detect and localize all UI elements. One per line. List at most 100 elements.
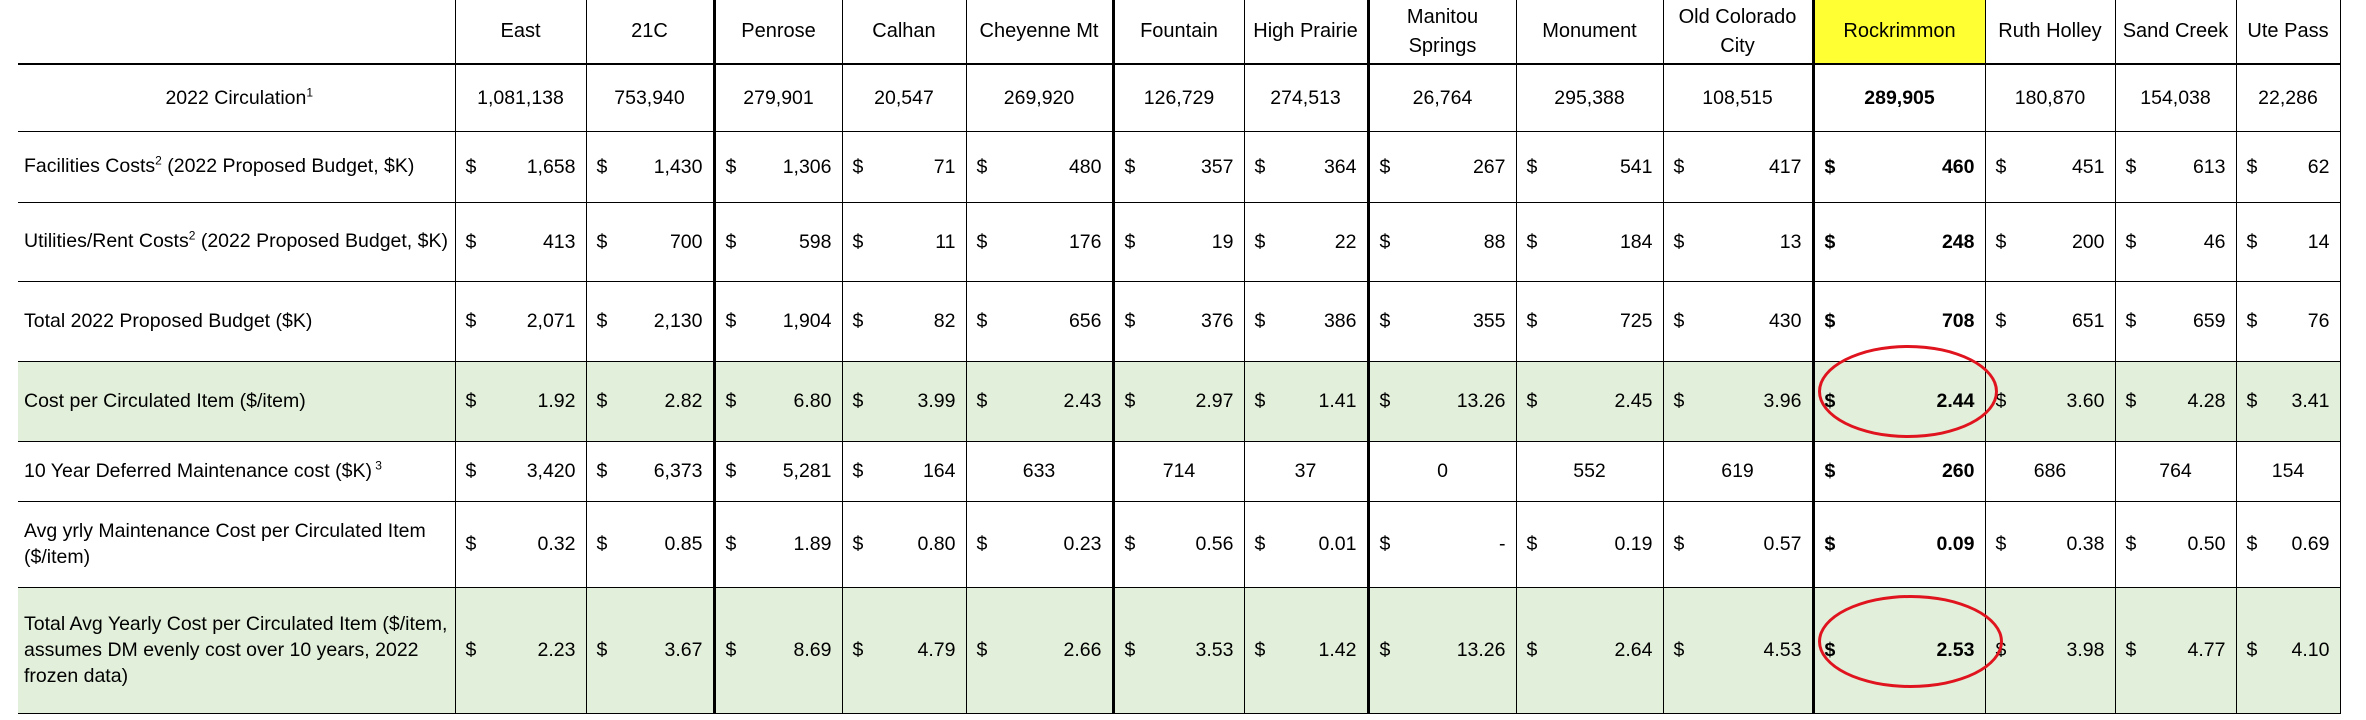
table-cell: $0.32 (454, 501, 586, 588)
cell-value: 541 (1619, 155, 1653, 178)
cell-value: 552 (1573, 459, 1606, 482)
cell-value: 2.45 (1614, 389, 1653, 412)
branch-header-highlighted: Rockrimmon (1811, 0, 1985, 65)
cell-value: 460 (1941, 155, 1975, 178)
table-cell: 633 (965, 441, 1113, 502)
table-cell: $2.64 (1515, 587, 1663, 714)
currency-symbol: $ (596, 638, 608, 661)
table-cell: $184 (1515, 202, 1663, 282)
currency-symbol: $ (1124, 638, 1136, 661)
branch-header: Calhan (841, 0, 966, 65)
table-cell: 295,388 (1515, 64, 1663, 132)
cell-value: 260 (1941, 459, 1975, 482)
cell-value: 3.96 (1763, 389, 1802, 412)
currency-symbol: $ (976, 638, 988, 661)
table-cell: $0.01 (1243, 501, 1368, 588)
cell-value: 0.09 (1936, 532, 1975, 555)
currency-symbol: $ (1673, 230, 1685, 253)
cell-value: 1,430 (653, 155, 703, 178)
currency-symbol: $ (465, 309, 477, 332)
table-cell: $460 (1811, 131, 1985, 203)
currency-symbol: $ (1673, 309, 1685, 332)
cell-value: 430 (1768, 309, 1802, 332)
table-row: Facilities Costs2 (2022 Proposed Budget,… (18, 131, 2341, 203)
footnote-marker: 1 (306, 85, 314, 100)
cell-value: 82 (933, 309, 956, 332)
currency-symbol: $ (976, 532, 988, 555)
row-label: Avg yrly Maintenance Cost per Circulated… (18, 501, 455, 588)
table-cell: 279,901 (712, 64, 842, 132)
cell-value: 267 (1472, 155, 1506, 178)
table-cell: 269,920 (965, 64, 1113, 132)
currency-symbol: $ (1379, 638, 1391, 661)
currency-symbol: $ (596, 155, 608, 178)
branch-header: East (454, 0, 586, 65)
table-cell: $0.09 (1811, 501, 1985, 588)
table-cell: $2.23 (454, 587, 586, 714)
table-cell: 154 (2235, 441, 2341, 502)
cell-value: 3,420 (526, 459, 576, 482)
cell-value: 4.53 (1763, 638, 1802, 661)
currency-symbol: $ (596, 309, 608, 332)
cell-value: 725 (1619, 309, 1653, 332)
currency-symbol: $ (1824, 389, 1836, 412)
cell-value: 1,904 (782, 309, 832, 332)
cell-value: 1.89 (793, 532, 832, 555)
cell-value: 0.32 (537, 532, 576, 555)
table-cell: $1.89 (712, 501, 842, 588)
cell-value: 37 (1294, 459, 1317, 482)
table-cell: 154,038 (2114, 64, 2236, 132)
table-cell: $5,281 (712, 441, 842, 502)
cell-value: 13.26 (1456, 638, 1506, 661)
currency-symbol: $ (2246, 309, 2258, 332)
currency-symbol: $ (1526, 155, 1538, 178)
branch-cost-table: East 21C Penrose Calhan Cheyenne Mt Foun… (18, 0, 2341, 714)
footnote-marker: 3 (371, 458, 382, 473)
row-label-text: Utilities/Rent Costs (24, 230, 189, 253)
currency-symbol: $ (1673, 532, 1685, 555)
currency-symbol: $ (1526, 389, 1538, 412)
currency-symbol: $ (976, 230, 988, 253)
table-cell: $4.77 (2114, 587, 2236, 714)
table-cell: $357 (1111, 131, 1244, 203)
currency-symbol: $ (465, 155, 477, 178)
cell-value: 126,729 (1143, 86, 1215, 109)
currency-symbol: $ (1995, 230, 2007, 253)
table-cell: $8.69 (712, 587, 842, 714)
cell-value: 289,905 (1864, 86, 1935, 109)
table-cell: $413 (454, 202, 586, 282)
table-cell: $71 (841, 131, 966, 203)
cell-value: 3.67 (664, 638, 703, 661)
table-row: Total Avg Yearly Cost per Circulated Ite… (18, 587, 2341, 714)
table-cell: $2.45 (1515, 361, 1663, 442)
cell-value: 279,901 (743, 86, 814, 109)
table-cell: $46 (2114, 202, 2236, 282)
currency-symbol: $ (1254, 638, 1266, 661)
currency-symbol: $ (1824, 230, 1836, 253)
cell-value: 708 (1941, 309, 1975, 332)
branch-header: Manitou Springs (1366, 0, 1516, 65)
currency-symbol: $ (596, 230, 608, 253)
header-corner (18, 0, 455, 65)
table-cell: $19 (1111, 202, 1244, 282)
branch-header: Sand Creek (2114, 0, 2236, 65)
table-cell: $1,904 (712, 281, 842, 362)
cell-value: 248 (1941, 230, 1975, 253)
table-cell: $376 (1111, 281, 1244, 362)
cell-value: 2.64 (1614, 638, 1653, 661)
cell-value: 6.80 (793, 389, 832, 412)
table-cell: $2,071 (454, 281, 586, 362)
table-cell: $2.82 (585, 361, 714, 442)
table-cell: $14 (2235, 202, 2341, 282)
currency-symbol: $ (1995, 309, 2007, 332)
table-cell: 22,286 (2235, 64, 2341, 132)
row-label: 2022 Circulation1 (18, 64, 455, 132)
cell-value: 19 (1211, 230, 1234, 253)
cell-value: 753,940 (614, 86, 685, 109)
currency-symbol: $ (2125, 389, 2137, 412)
currency-symbol: $ (1124, 230, 1136, 253)
table-cell: $3.60 (1984, 361, 2115, 442)
table-cell: 714 (1111, 441, 1244, 502)
currency-symbol: $ (1254, 155, 1266, 178)
table-cell: $613 (2114, 131, 2236, 203)
